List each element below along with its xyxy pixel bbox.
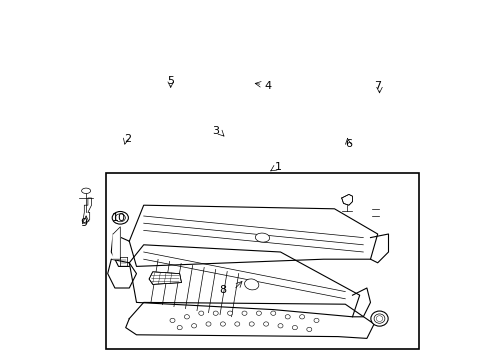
Text: 3: 3 (212, 126, 219, 136)
Polygon shape (107, 259, 136, 288)
Ellipse shape (255, 233, 269, 242)
Ellipse shape (285, 315, 289, 319)
Ellipse shape (292, 325, 297, 330)
Text: 10: 10 (111, 213, 125, 223)
Polygon shape (341, 194, 352, 205)
Ellipse shape (81, 188, 90, 194)
Ellipse shape (256, 311, 261, 315)
Ellipse shape (306, 327, 311, 332)
Ellipse shape (205, 322, 211, 326)
Ellipse shape (270, 311, 275, 315)
Polygon shape (149, 272, 181, 284)
Ellipse shape (370, 311, 387, 326)
Ellipse shape (213, 311, 218, 315)
Ellipse shape (184, 315, 189, 319)
Polygon shape (125, 302, 373, 338)
Text: 5: 5 (167, 76, 174, 86)
Text: 9: 9 (81, 218, 88, 228)
Text: 6: 6 (345, 139, 352, 149)
Ellipse shape (277, 324, 283, 328)
Polygon shape (129, 205, 377, 266)
Text: 7: 7 (373, 81, 381, 91)
Ellipse shape (375, 316, 382, 321)
Ellipse shape (170, 318, 175, 323)
Ellipse shape (112, 211, 128, 224)
Text: 1: 1 (275, 162, 282, 172)
Ellipse shape (115, 214, 125, 222)
Text: 4: 4 (264, 81, 271, 91)
Ellipse shape (242, 311, 246, 315)
Polygon shape (352, 288, 370, 317)
Text: 2: 2 (123, 134, 131, 144)
Polygon shape (111, 234, 129, 266)
Ellipse shape (199, 311, 203, 315)
Ellipse shape (220, 322, 225, 326)
Text: 8: 8 (219, 285, 226, 295)
Ellipse shape (313, 318, 318, 323)
Polygon shape (370, 234, 387, 263)
Ellipse shape (177, 325, 182, 330)
Bar (106, 173, 418, 349)
Ellipse shape (263, 322, 268, 326)
Ellipse shape (234, 322, 239, 326)
Polygon shape (113, 227, 120, 259)
Ellipse shape (191, 324, 196, 328)
Ellipse shape (244, 279, 258, 290)
Polygon shape (82, 198, 91, 223)
Ellipse shape (373, 314, 384, 323)
Ellipse shape (227, 311, 232, 315)
Ellipse shape (299, 315, 304, 319)
Polygon shape (129, 245, 359, 317)
Ellipse shape (249, 322, 254, 326)
